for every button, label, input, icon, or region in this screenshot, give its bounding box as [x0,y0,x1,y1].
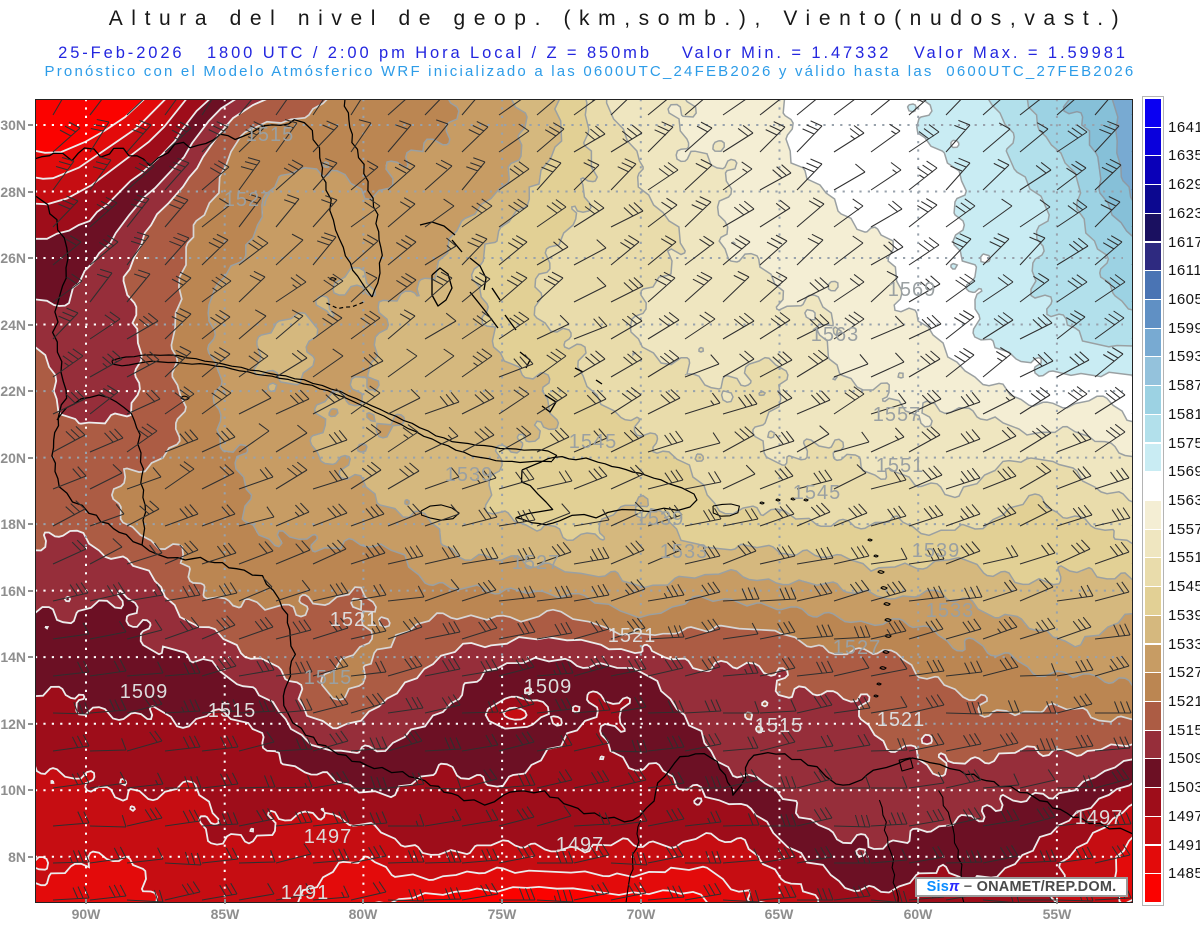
svg-text:1515: 1515 [246,124,295,146]
svg-text:1539: 1539 [912,540,961,562]
svg-text:1533: 1533 [926,600,975,622]
svg-text:1497: 1497 [1075,807,1124,829]
svg-text:1509: 1509 [120,681,169,703]
svg-text:1545: 1545 [569,431,618,453]
svg-text:1539: 1539 [445,464,494,486]
svg-text:1497: 1497 [304,826,353,848]
svg-text:1527: 1527 [512,552,561,574]
svg-text:1533: 1533 [660,541,709,563]
svg-text:1521: 1521 [608,625,657,647]
svg-text:1497: 1497 [556,834,605,856]
svg-text:1509: 1509 [524,676,573,698]
svg-text:1527: 1527 [833,637,882,659]
svg-text:1515: 1515 [208,700,257,722]
svg-text:1545: 1545 [793,482,842,504]
svg-text:1569: 1569 [888,279,937,301]
svg-text:1521: 1521 [330,609,379,631]
svg-text:1491: 1491 [281,882,330,903]
svg-text:1527: 1527 [224,189,273,211]
svg-text:1539: 1539 [636,508,685,530]
svg-text:1563: 1563 [811,324,860,346]
svg-text:1515: 1515 [304,667,353,689]
svg-text:1557: 1557 [873,404,922,426]
svg-text:1521: 1521 [877,709,926,731]
svg-text:1515: 1515 [755,715,804,737]
svg-text:1551: 1551 [876,455,925,477]
